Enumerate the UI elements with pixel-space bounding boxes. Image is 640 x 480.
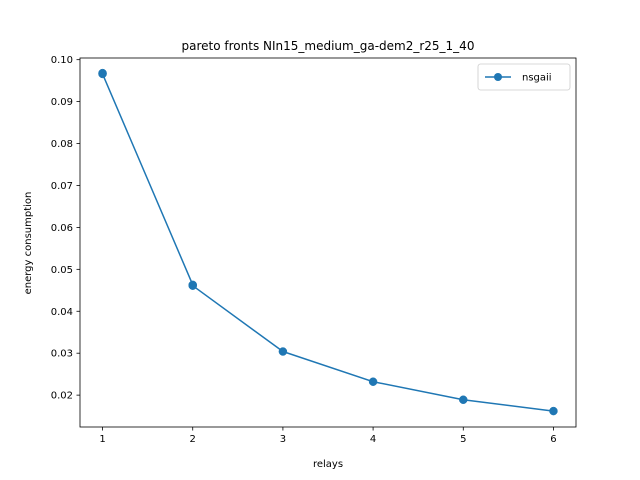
y-axis-label: energy consumption: [23, 192, 34, 295]
y-tick-label-6: 0.08: [51, 139, 73, 150]
plot-area: 1 2 3 4 5 6 0.02 0.03 0.04 0.05 0.06 0.07 0.08 0.09 0.…: [51, 55, 577, 445]
y-tick-label-4: 0.06: [51, 223, 73, 234]
data-point-0-3: [188, 281, 197, 290]
series-line-0: [101, 73, 554, 412]
legend-label: nsgaii: [522, 73, 552, 84]
x-tick-label-3: 3: [280, 434, 286, 445]
data-point-0-6: [459, 395, 468, 404]
y-tick-label-5: 0.07: [51, 181, 73, 192]
x-tick-label-2: 2: [190, 434, 196, 445]
legend-marker: [494, 73, 502, 81]
chart-title: pareto fronts NIn15_medium_ga-dem2_r25_1…: [182, 39, 475, 53]
data-point-0-1: [98, 69, 107, 79]
y-tick-label-8: 0.10: [51, 55, 73, 66]
y-tick-label-1: 0.03: [51, 349, 73, 360]
data-point-0-5: [368, 377, 378, 386]
data-point-0-4: [278, 347, 288, 356]
x-tick-label-6: 6: [550, 434, 556, 445]
x-tick-label-4: 4: [370, 434, 376, 445]
y-tick-label-3: 0.05: [51, 265, 73, 276]
y-tick-label-7: 0.09: [51, 97, 73, 108]
axes-frame: [79, 57, 577, 428]
legend-box: [477, 63, 571, 91]
y-tick-label-0: 0.02: [51, 391, 73, 402]
x-axis-label: relays: [313, 459, 343, 470]
data-point-0-7: [549, 406, 558, 416]
x-tick-label-5: 5: [460, 434, 466, 445]
y-tick-label-2: 0.04: [51, 307, 73, 318]
x-tick-label-1: 1: [99, 434, 105, 445]
